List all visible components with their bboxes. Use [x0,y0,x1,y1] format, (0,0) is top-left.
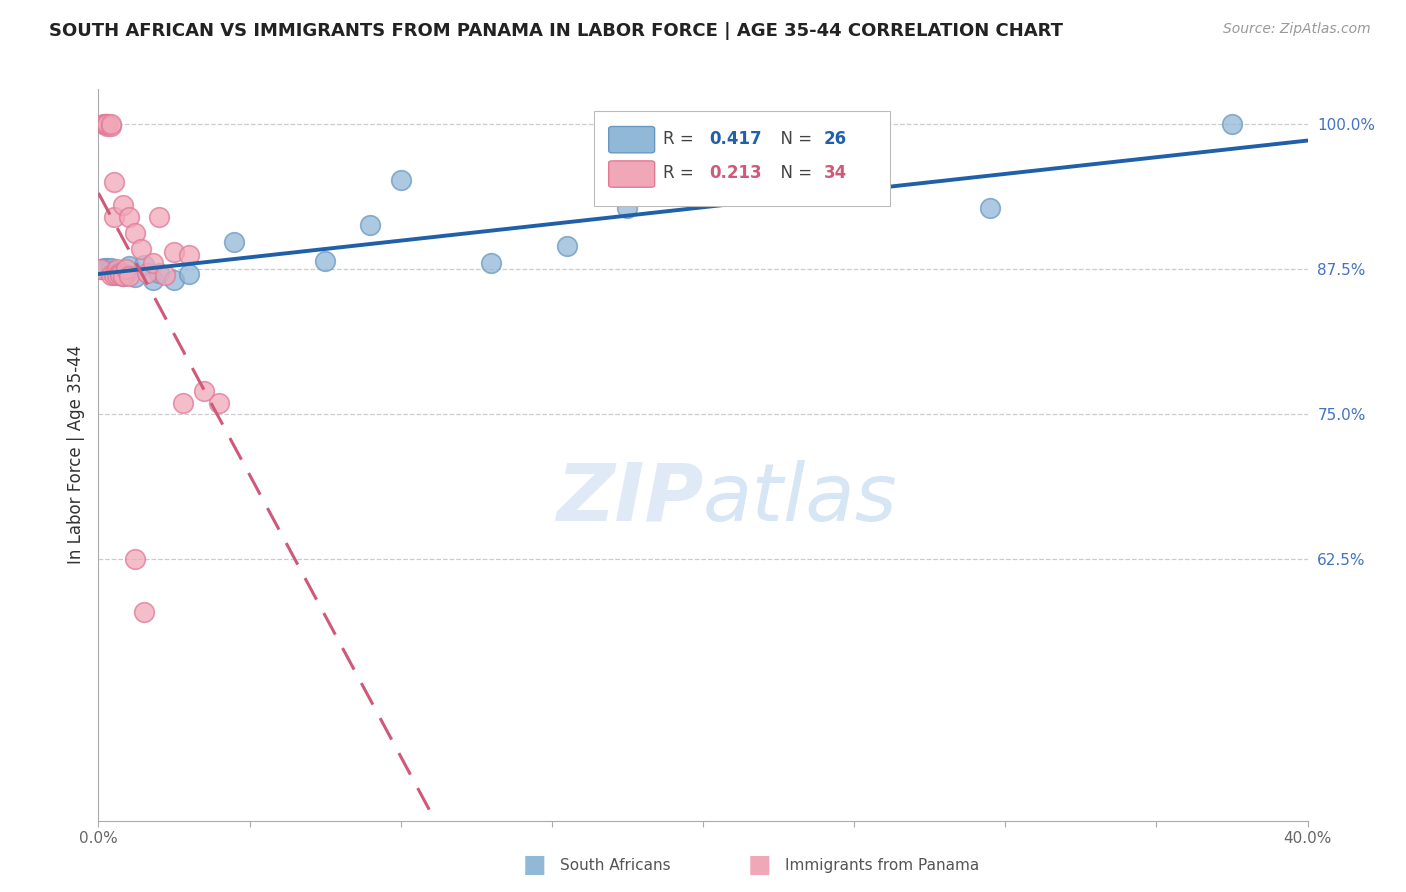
Point [93,117,115,131]
Text: 0.213: 0.213 [709,164,762,182]
Point [108,268,131,282]
Text: R =: R = [664,130,699,148]
Text: N =: N = [769,164,817,182]
Point [111,269,134,284]
Text: Source: ZipAtlas.com: Source: ZipAtlas.com [1223,22,1371,37]
Point [142,272,165,286]
Point [163,244,186,259]
Point [132,258,155,272]
Text: atlas: atlas [703,459,898,538]
Point [103,264,125,278]
Point [93,117,115,131]
Point [108,266,131,280]
Point [111,269,134,284]
FancyBboxPatch shape [609,161,655,187]
Point [481,256,503,270]
Point [114,267,136,281]
Point [114,262,136,277]
FancyBboxPatch shape [609,127,655,153]
Point [93,260,115,275]
Point [132,605,155,619]
Point [103,210,125,224]
Point [96,117,118,131]
Point [163,272,186,286]
Point [224,235,246,250]
Text: South Africans: South Africans [560,858,671,872]
Point [314,254,336,268]
Point [153,268,176,282]
Point [179,267,201,281]
Point [616,201,638,215]
Point [100,268,122,282]
Text: 34: 34 [824,164,848,182]
Point [555,239,578,253]
FancyBboxPatch shape [595,112,890,206]
Point [90,262,112,277]
Point [100,260,122,275]
Point [172,395,194,409]
Text: ■: ■ [523,854,546,877]
Point [108,268,131,282]
Text: 26: 26 [824,130,846,148]
Point [100,117,122,131]
Point [103,268,125,282]
Point [135,266,157,280]
Point [148,266,170,280]
Text: Immigrants from Panama: Immigrants from Panama [785,858,979,872]
Text: N =: N = [769,130,817,148]
Point [129,243,152,257]
Point [100,264,122,278]
Point [124,226,146,240]
Point [208,395,231,409]
Point [100,120,122,134]
Point [96,260,118,275]
Point [96,117,118,131]
Point [124,270,146,285]
Point [103,175,125,189]
Point [1220,117,1243,131]
Text: SOUTH AFRICAN VS IMMIGRANTS FROM PANAMA IN LABOR FORCE | AGE 35-44 CORRELATION C: SOUTH AFRICAN VS IMMIGRANTS FROM PANAMA … [49,22,1063,40]
Text: ZIP: ZIP [555,459,703,538]
Y-axis label: In Labor Force | Age 35-44: In Labor Force | Age 35-44 [66,345,84,565]
Point [111,198,134,212]
Point [105,266,128,280]
Text: ■: ■ [748,854,770,877]
Point [96,120,118,134]
Point [118,210,141,224]
Point [90,262,112,277]
Point [389,173,412,187]
Point [118,269,141,284]
Point [105,268,128,282]
Point [142,256,165,270]
Point [193,384,215,398]
Point [148,210,170,224]
Point [360,218,382,232]
Point [179,248,201,262]
Text: 0.417: 0.417 [709,130,762,148]
Text: R =: R = [664,164,699,182]
Point [979,201,1001,215]
Point [118,259,141,273]
Point [105,262,128,277]
Point [124,552,146,566]
